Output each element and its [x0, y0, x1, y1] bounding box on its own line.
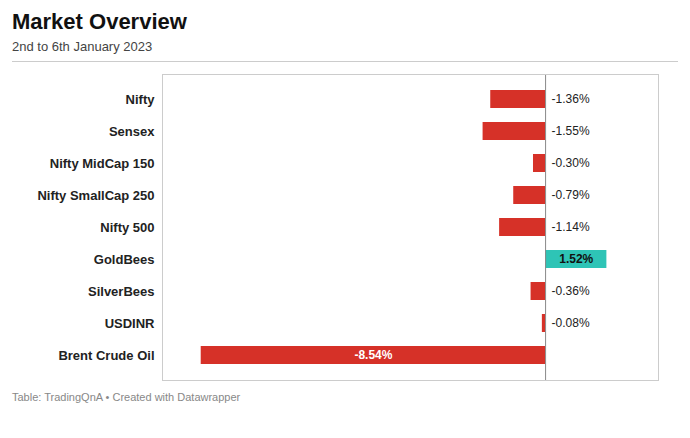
svg-text:Nifty MidCap 150: Nifty MidCap 150 — [50, 156, 155, 171]
svg-text:Nifty SmallCap 250: Nifty SmallCap 250 — [37, 188, 154, 203]
svg-text:-0.36%: -0.36% — [552, 284, 590, 298]
svg-text:1.52%: 1.52% — [559, 252, 593, 266]
svg-text:Nifty: Nifty — [126, 92, 156, 107]
svg-text:-1.14%: -1.14% — [552, 220, 590, 234]
svg-text:-8.54%: -8.54% — [354, 348, 392, 362]
svg-text:-1.36%: -1.36% — [552, 92, 590, 106]
svg-text:Sensex: Sensex — [109, 124, 155, 139]
svg-text:-1.55%: -1.55% — [552, 124, 590, 138]
svg-text:-0.30%: -0.30% — [552, 156, 590, 170]
svg-text:Nifty 500: Nifty 500 — [100, 220, 154, 235]
svg-text:Brent Crude Oil: Brent Crude Oil — [58, 348, 154, 363]
html-text:2nd to 6th January 2023: 2nd to 6th January 2023 — [12, 39, 153, 54]
svg-text:-0.79%: -0.79% — [552, 188, 590, 202]
svg-text:SilverBees: SilverBees — [88, 284, 155, 299]
html-text:Market Overview: Market Overview — [12, 9, 187, 34]
html-text:Table: TradingQnA • Created wi: Table: TradingQnA • Created with Datawra… — [12, 391, 241, 403]
svg-text:-0.08%: -0.08% — [552, 316, 590, 330]
svg-text:GoldBees: GoldBees — [94, 252, 155, 267]
svg-text:USDINR: USDINR — [105, 316, 155, 331]
